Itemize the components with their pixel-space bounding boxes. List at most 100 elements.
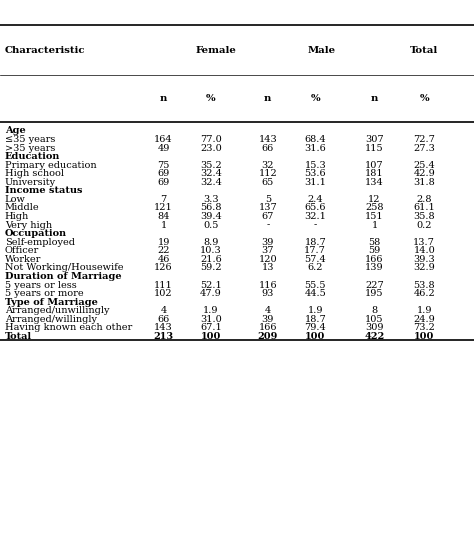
Text: Education: Education	[5, 152, 60, 161]
Text: 1: 1	[371, 221, 378, 230]
Text: 23.0: 23.0	[200, 143, 222, 152]
Text: 68.4: 68.4	[304, 135, 326, 144]
Text: 32.1: 32.1	[304, 212, 326, 221]
Text: 115: 115	[365, 143, 384, 152]
Text: 79.4: 79.4	[304, 324, 326, 332]
Text: 72.7: 72.7	[413, 135, 435, 144]
Text: 57.4: 57.4	[304, 255, 326, 264]
Text: Very high: Very high	[5, 221, 52, 230]
Text: 166: 166	[365, 255, 384, 264]
Text: 84: 84	[157, 212, 170, 221]
Text: 67: 67	[262, 212, 274, 221]
Text: 121: 121	[154, 203, 173, 212]
Text: 18.7: 18.7	[304, 238, 326, 247]
Text: 56.8: 56.8	[200, 203, 222, 212]
Text: 22: 22	[157, 246, 170, 255]
Text: 14.0: 14.0	[413, 246, 435, 255]
Text: 116: 116	[258, 281, 277, 290]
Text: Female: Female	[195, 46, 236, 54]
Text: 93: 93	[262, 289, 274, 298]
Text: 32.4: 32.4	[200, 169, 222, 178]
Text: 12: 12	[368, 195, 381, 204]
Text: 25.4: 25.4	[413, 161, 435, 170]
Text: 44.5: 44.5	[304, 289, 326, 298]
Text: Officer: Officer	[5, 246, 39, 255]
Text: 3.3: 3.3	[203, 195, 219, 204]
Text: 53.6: 53.6	[304, 169, 326, 178]
Text: -: -	[266, 221, 269, 230]
Text: 66: 66	[262, 143, 274, 152]
Text: 18.7: 18.7	[304, 315, 326, 324]
Text: 209: 209	[258, 332, 278, 341]
Text: 5: 5	[265, 195, 271, 204]
Text: 139: 139	[365, 264, 384, 272]
Text: 27.3: 27.3	[413, 143, 435, 152]
Text: 49: 49	[157, 143, 170, 152]
Text: Income status: Income status	[5, 186, 82, 195]
Text: 31.0: 31.0	[200, 315, 222, 324]
Text: %: %	[419, 94, 429, 103]
Text: 52.1: 52.1	[200, 281, 222, 290]
Text: 137: 137	[258, 203, 277, 212]
Text: %: %	[310, 94, 320, 103]
Text: 195: 195	[365, 289, 384, 298]
Text: 39: 39	[262, 315, 274, 324]
Text: 13.7: 13.7	[413, 238, 435, 247]
Text: 7: 7	[160, 195, 167, 204]
Text: 164: 164	[154, 135, 173, 144]
Text: 0.5: 0.5	[203, 221, 219, 230]
Text: 213: 213	[154, 332, 173, 341]
Text: 8: 8	[372, 306, 377, 315]
Text: Having known each other: Having known each other	[5, 324, 132, 332]
Text: 55.5: 55.5	[304, 281, 326, 290]
Text: 151: 151	[365, 212, 384, 221]
Text: 67.1: 67.1	[200, 324, 222, 332]
Text: 47.9: 47.9	[200, 289, 222, 298]
Text: 66: 66	[157, 315, 170, 324]
Text: 227: 227	[365, 281, 384, 290]
Text: 112: 112	[258, 169, 277, 178]
Text: Not Working/Housewife: Not Working/Housewife	[5, 264, 123, 272]
Text: 1.9: 1.9	[417, 306, 432, 315]
Text: 65.6: 65.6	[304, 203, 326, 212]
Text: 21.6: 21.6	[200, 255, 222, 264]
Text: 1.9: 1.9	[203, 306, 219, 315]
Text: 126: 126	[154, 264, 173, 272]
Text: 24.9: 24.9	[413, 315, 435, 324]
Text: 134: 134	[365, 178, 384, 187]
Text: 5 years or less: 5 years or less	[5, 281, 76, 290]
Text: 111: 111	[154, 281, 173, 290]
Text: Arranged/unwillingly: Arranged/unwillingly	[5, 306, 109, 315]
Text: 32.4: 32.4	[200, 178, 222, 187]
Text: 13: 13	[262, 264, 274, 272]
Text: High school: High school	[5, 169, 64, 178]
Text: 19: 19	[157, 238, 170, 247]
Text: Worker: Worker	[5, 255, 41, 264]
Text: 6.2: 6.2	[308, 264, 323, 272]
Text: Arranged/willingly: Arranged/willingly	[5, 315, 97, 324]
Text: -: -	[314, 221, 317, 230]
Text: 37: 37	[262, 246, 274, 255]
Text: 166: 166	[258, 324, 277, 332]
Text: 181: 181	[365, 169, 384, 178]
Text: University: University	[5, 178, 56, 187]
Text: 100: 100	[201, 332, 221, 341]
Text: 42.9: 42.9	[413, 169, 435, 178]
Text: 307: 307	[365, 135, 384, 144]
Text: 39.3: 39.3	[413, 255, 435, 264]
Text: n: n	[160, 94, 167, 103]
Text: 422: 422	[365, 332, 384, 341]
Text: 309: 309	[365, 324, 384, 332]
Text: 73.2: 73.2	[413, 324, 435, 332]
Text: 107: 107	[365, 161, 384, 170]
Text: Total: Total	[5, 332, 32, 341]
Text: 0.2: 0.2	[417, 221, 432, 230]
Text: High: High	[5, 212, 29, 221]
Text: 1: 1	[160, 221, 167, 230]
Text: 59: 59	[368, 246, 381, 255]
Text: 4: 4	[264, 306, 271, 315]
Text: 69: 69	[157, 178, 170, 187]
Text: 31.1: 31.1	[304, 178, 326, 187]
Text: 2.8: 2.8	[417, 195, 432, 204]
Text: 2.4: 2.4	[308, 195, 323, 204]
